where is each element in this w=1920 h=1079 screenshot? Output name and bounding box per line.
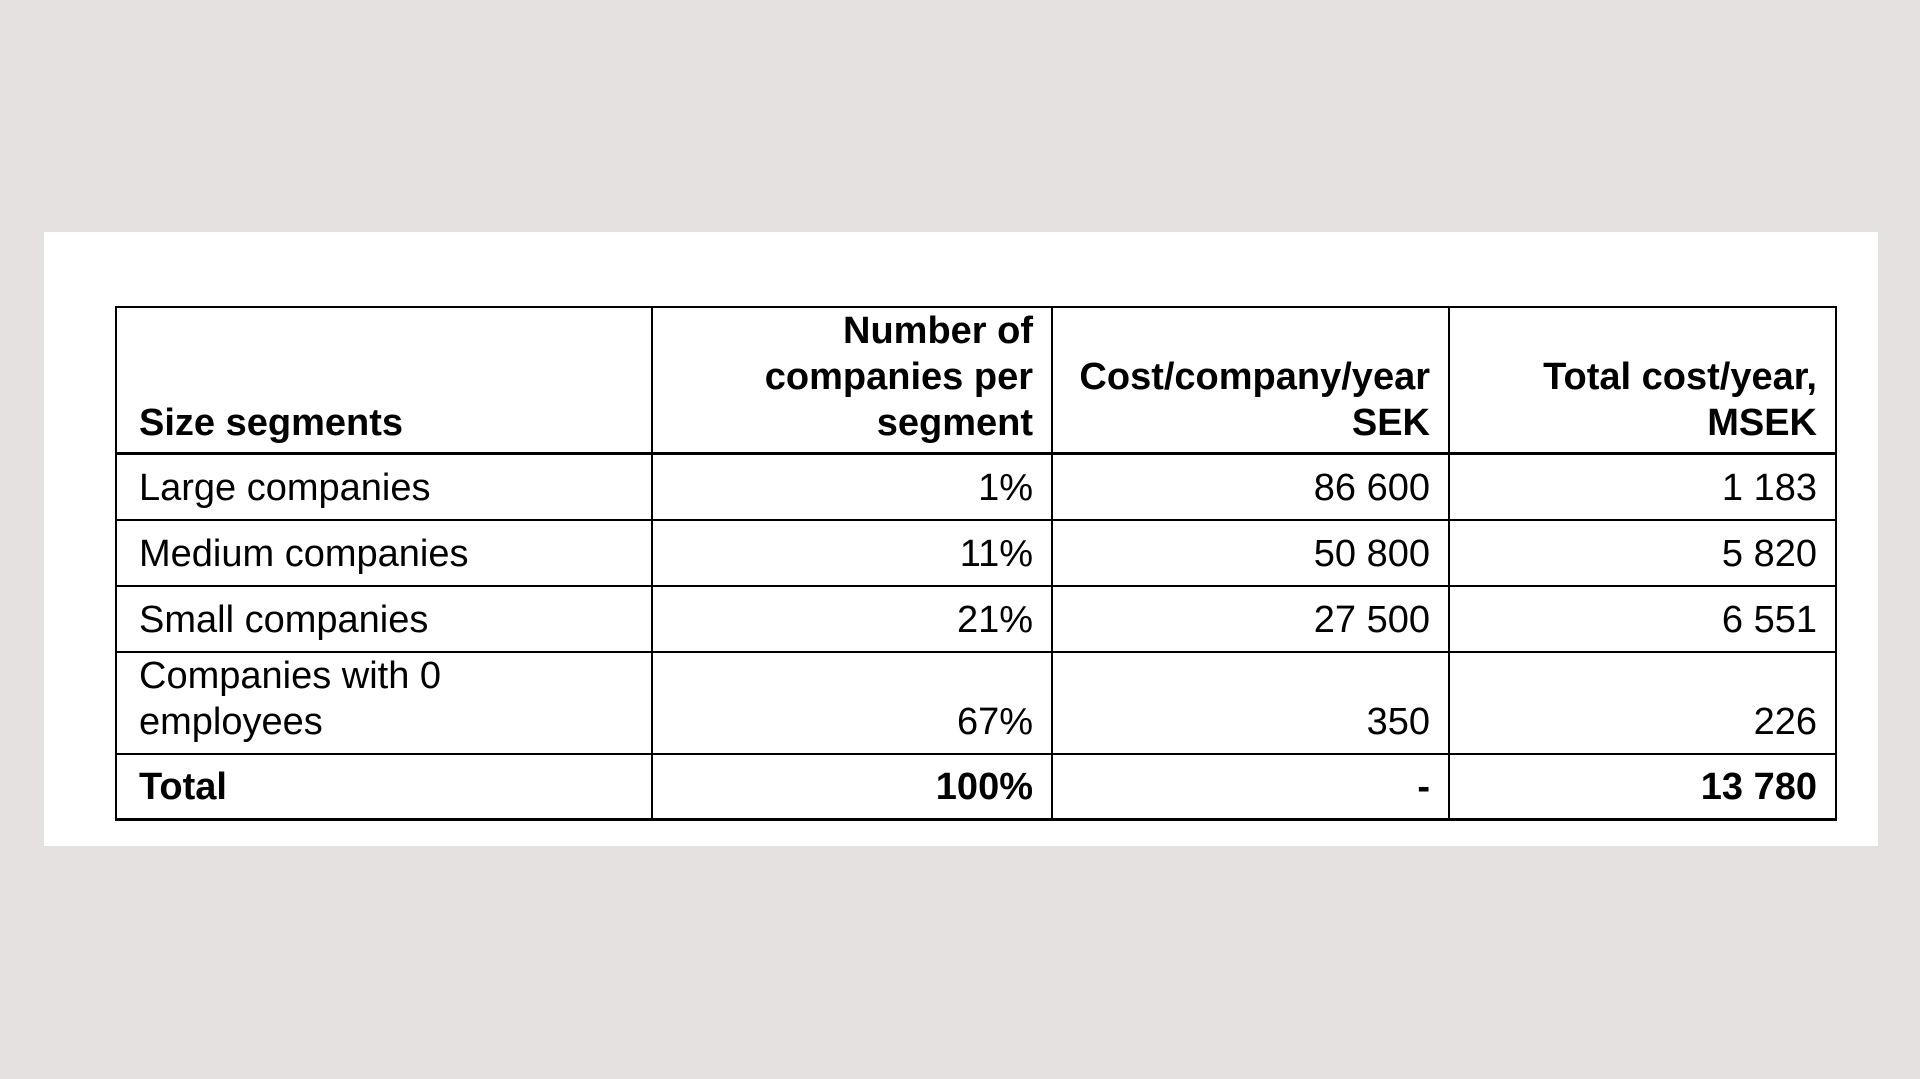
cell-share: 67%	[651, 650, 1053, 755]
header-size-segments: Size segments	[115, 306, 653, 455]
cell-cost-per-company: 86 600	[1051, 452, 1450, 521]
cell-total-cost-per-company: -	[1051, 752, 1450, 821]
cell-total-label: Total	[115, 752, 653, 821]
cell-share: 1%	[651, 452, 1053, 521]
header-row: Size segments Number of companies per se…	[115, 306, 1837, 455]
table-row-small-companies: Small companies 21% 27 500 6 551	[115, 584, 1837, 653]
cell-total-cost: 6 551	[1448, 584, 1837, 653]
cell-share: 21%	[651, 584, 1053, 653]
cell-cost-per-company: 27 500	[1051, 584, 1450, 653]
cell-segment: Large companies	[115, 452, 653, 521]
table-row-zero-employee-companies: Companies with 0 employees 67% 350 226	[115, 650, 1837, 755]
cell-segment: Medium companies	[115, 518, 653, 587]
header-cost-per-company: Cost/company/year SEK	[1051, 306, 1450, 455]
cell-total-cost: 1 183	[1448, 452, 1837, 521]
cell-cost-per-company: 350	[1051, 650, 1450, 755]
cell-total-cost: 226	[1448, 650, 1837, 755]
table-row-total: Total 100% - 13 780	[115, 752, 1837, 821]
cell-cost-per-company: 50 800	[1051, 518, 1450, 587]
cell-total-total-cost: 13 780	[1448, 752, 1837, 821]
table-row-large-companies: Large companies 1% 86 600 1 183	[115, 452, 1837, 521]
cell-share: 11%	[651, 518, 1053, 587]
cell-total-share: 100%	[651, 752, 1053, 821]
cost-per-segment-table: Size segments Number of companies per se…	[115, 306, 1837, 821]
header-total-cost: Total cost/year, MSEK	[1448, 306, 1837, 455]
cell-total-cost: 5 820	[1448, 518, 1837, 587]
cell-segment: Small companies	[115, 584, 653, 653]
table-row-medium-companies: Medium companies 11% 50 800 5 820	[115, 518, 1837, 587]
cell-segment: Companies with 0 employees	[115, 650, 653, 755]
header-number-of-companies: Number of companies per segment	[651, 306, 1053, 455]
document-page: Size segments Number of companies per se…	[44, 232, 1878, 846]
